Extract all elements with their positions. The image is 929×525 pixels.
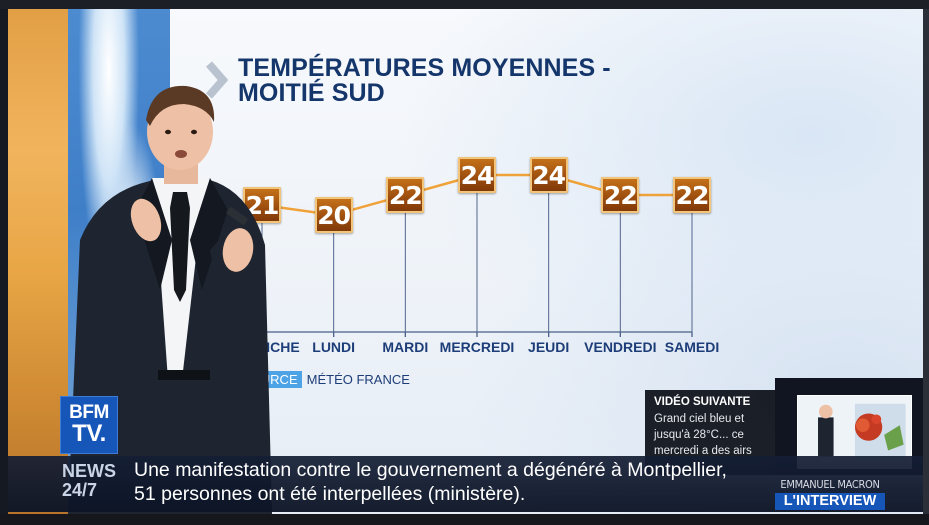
- day-label: LUNDI: [312, 339, 356, 355]
- news-label-line-2: 24/7: [62, 480, 98, 500]
- chevron-right-icon: [205, 61, 229, 99]
- logo-line-2: TV.: [72, 420, 106, 447]
- bfmtv-logo: BFM TV.: [60, 396, 118, 454]
- news-label-line-1: NEWS: [62, 461, 116, 481]
- day-label: MARDI: [382, 339, 429, 355]
- chart-title: TEMPÉRATURES MOYENNES - MOITIÉ SUD: [238, 56, 698, 106]
- temperature-value-badge: 20: [314, 197, 353, 233]
- ticker-headline: Une manifestation contre le gouvernement…: [134, 458, 774, 506]
- day-label: VENDREDI: [584, 339, 657, 355]
- temperature-value-badge: 24: [529, 157, 568, 193]
- temperature-value-badge: 24: [458, 157, 496, 193]
- source-value: MÉTÉO FRANCE: [306, 372, 410, 387]
- interview-promo[interactable]: EMMANUEL MACRON L'INTERVIEW: [775, 478, 885, 511]
- promo-show: L'INTERVIEW: [775, 493, 885, 510]
- next-video-heading: VIDÉO SUIVANTE: [654, 396, 751, 408]
- chart-title-line-1: TEMPÉRATURES MOYENNES -: [238, 54, 611, 82]
- news-ticker: [8, 456, 923, 512]
- ticker-line-1: Une manifestation contre le gouvernement…: [134, 459, 727, 481]
- presenter-figure: [68, 85, 272, 514]
- promo-name: EMMANUEL MACRON: [780, 478, 880, 491]
- next-video-thumbnail[interactable]: [797, 395, 912, 469]
- temperature-value-badge: 22: [673, 177, 711, 213]
- left-orange-panel: [8, 9, 68, 514]
- day-label: JEUDI: [528, 339, 570, 355]
- next-video-description: Grand ciel bleu et jusqu'à 28°C... ce me…: [654, 413, 752, 457]
- right-border: [923, 9, 929, 514]
- day-label: MERCREDI: [439, 339, 515, 355]
- temperature-value-badge: 22: [386, 177, 425, 213]
- bottom-border: [0, 514, 929, 525]
- logo-line-1: BFM: [69, 402, 109, 423]
- chart-title-line-2: MOITIÉ SUD: [238, 79, 385, 107]
- news-24-7-label: NEWS 24/7: [62, 462, 116, 500]
- temperature-value-badge: 22: [601, 177, 640, 213]
- top-border: [0, 0, 929, 9]
- ticker-line-2: 51 personnes ont été interpellées (minis…: [134, 483, 526, 505]
- day-label: SAMEDI: [664, 339, 720, 355]
